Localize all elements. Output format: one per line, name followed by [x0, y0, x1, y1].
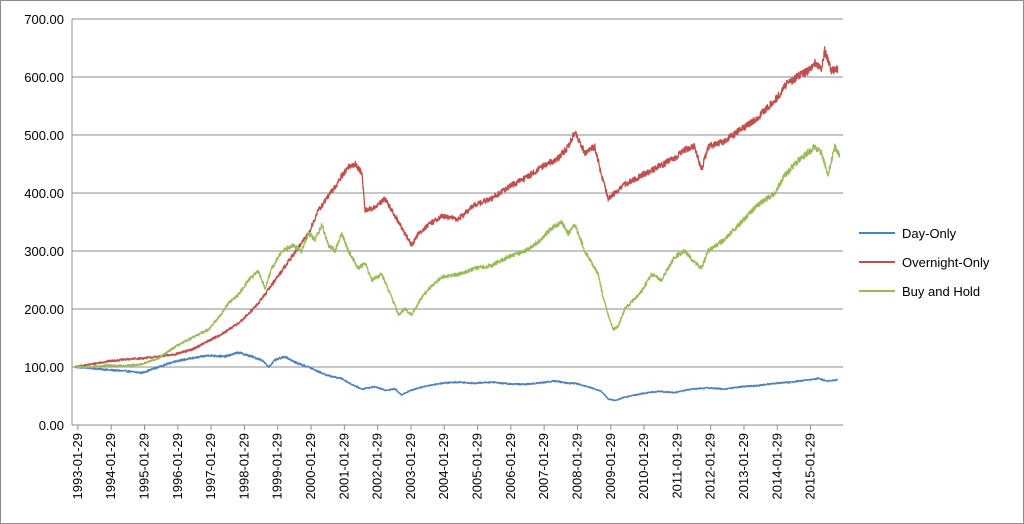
x-tick-label: 2000-01-29 — [303, 433, 318, 500]
gridlines — [72, 18, 843, 368]
series-line-overnight-only — [74, 46, 839, 368]
x-tick-label: 2003-01-29 — [403, 433, 418, 500]
series-lines — [74, 46, 841, 402]
y-tick-label: 0.00 — [39, 418, 64, 433]
y-tick-label: 600.00 — [24, 70, 64, 85]
x-tick-label: 1999-01-29 — [270, 433, 285, 500]
x-tick-label: 1995-01-29 — [136, 433, 151, 500]
y-tick-label: 300.00 — [24, 244, 64, 259]
series-line-day-only — [74, 351, 839, 402]
x-tick-label: 2013-01-29 — [736, 433, 751, 500]
y-tick-label: 500.00 — [24, 128, 64, 143]
x-tick-label: 2004-01-29 — [436, 433, 451, 500]
y-tick-label: 100.00 — [24, 360, 64, 375]
x-tick-label: 1997-01-29 — [203, 433, 218, 500]
x-tick-label: 2002-01-29 — [370, 433, 385, 500]
x-tick-label: 2001-01-29 — [336, 433, 351, 500]
legend-label: Overnight-Only — [902, 255, 990, 270]
legend-label: Day-Only — [902, 226, 957, 241]
x-tick-label: 1994-01-29 — [103, 433, 118, 500]
x-tick-label: 1998-01-29 — [236, 433, 251, 500]
x-axis-ticks: 1993-01-29 1994-01-29 1995-01-29 1996-01-29… — [70, 425, 818, 500]
x-tick-label: 2014-01-29 — [769, 433, 784, 500]
series-line-buy-and-hold — [74, 143, 841, 369]
x-tick-label: 2012-01-29 — [703, 433, 718, 500]
x-tick-label: 2008-01-29 — [569, 433, 584, 500]
x-tick-label: 2006-01-29 — [503, 433, 518, 500]
x-tick-label: 2009-01-29 — [603, 433, 618, 500]
x-tick-label: 2015-01-29 — [803, 433, 818, 500]
y-axis-ticks: 0.00 100.00 200.00 300.00 400.00 500.00 600.00… — [24, 12, 64, 433]
x-tick-label: 2011-01-29 — [669, 433, 684, 499]
x-tick-label: 2007-01-29 — [536, 433, 551, 500]
x-tick-label: 2010-01-29 — [636, 433, 651, 500]
x-tick-label: 2005-01-29 — [470, 433, 485, 500]
x-tick-label: 1993-01-29 — [70, 433, 85, 500]
legend: Day-Only Overnight-Only Buy and Hold — [859, 226, 990, 299]
y-tick-label: 200.00 — [24, 302, 64, 317]
axes — [71, 19, 843, 426]
x-tick-label: 1996-01-29 — [170, 433, 185, 500]
y-tick-label: 700.00 — [24, 12, 64, 27]
y-tick-label: 400.00 — [24, 186, 64, 201]
legend-label: Buy and Hold — [902, 284, 980, 299]
